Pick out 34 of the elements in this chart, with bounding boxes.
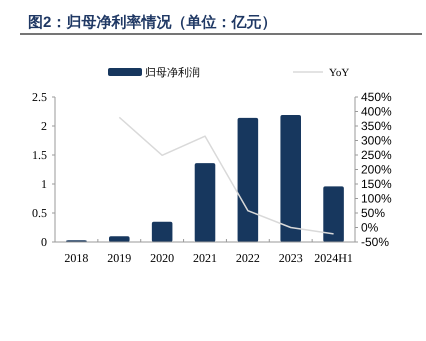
legend-label: 归母净利润 xyxy=(145,66,200,79)
y2-tick-label: 0% xyxy=(361,220,379,234)
y2-tick-label: 450% xyxy=(361,90,392,104)
y2-tick-label: 150% xyxy=(361,177,392,191)
chart-title: 图2：归母净利率情况（单位：亿元） xyxy=(28,13,276,31)
y-tick-label: 1.5 xyxy=(32,148,47,162)
x-tick-label: 2020 xyxy=(150,251,174,265)
x-tick-label: 2024H1 xyxy=(314,251,353,265)
y2-tick-label: -50% xyxy=(361,235,390,249)
y2-tick-label: 400% xyxy=(361,104,392,118)
bar xyxy=(323,186,344,242)
y-tick-label: 0.5 xyxy=(32,206,47,220)
y2-tick-label: 250% xyxy=(361,148,392,162)
y2-tick-label: 350% xyxy=(361,119,392,133)
y2-tick-label: 200% xyxy=(361,162,392,176)
x-tick-label: 2018 xyxy=(64,251,88,265)
bar xyxy=(194,163,216,242)
x-tick-label: 2019 xyxy=(107,251,132,265)
y-tick-label: 1 xyxy=(41,177,47,191)
bar xyxy=(152,222,172,242)
bar xyxy=(109,236,130,242)
x-tick-label: 2023 xyxy=(278,251,303,265)
bar xyxy=(238,118,258,242)
y2-tick-label: 300% xyxy=(361,134,392,148)
y2-tick-label: 100% xyxy=(361,192,392,206)
line-series xyxy=(118,116,334,235)
x-tick-label: 2021 xyxy=(193,251,217,265)
y-tick-label: 2.5 xyxy=(32,90,47,104)
y-tick-label: 0 xyxy=(41,235,47,249)
x-tick-label: 2022 xyxy=(236,251,260,265)
bar xyxy=(280,114,301,242)
legend-label: YoY xyxy=(329,67,350,79)
y-tick-label: 2 xyxy=(41,119,47,133)
y2-tick-label: 50% xyxy=(361,206,386,220)
